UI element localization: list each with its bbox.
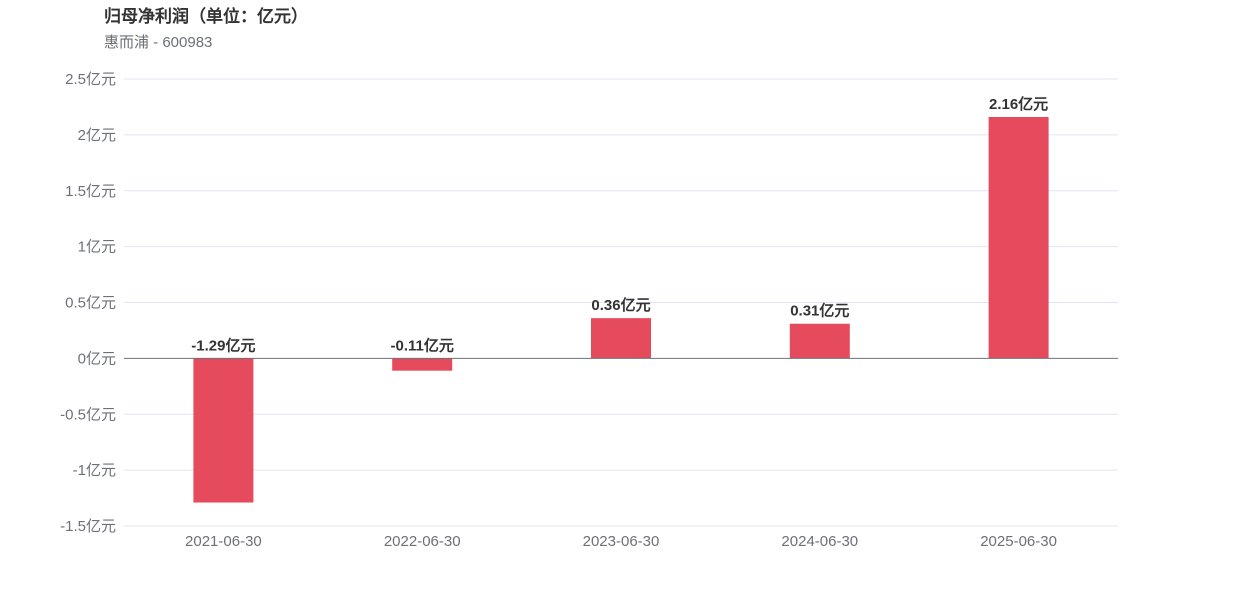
y-tick-label: -1.5亿元: [60, 518, 116, 535]
chart-title: 归母净利润（单位：亿元）: [104, 7, 308, 26]
x-tick-label: 2023-06-30: [583, 533, 660, 550]
y-tick-label: 1亿元: [78, 239, 116, 256]
y-tick-label: 0.5亿元: [65, 295, 116, 312]
y-tick-label: -1亿元: [73, 462, 116, 479]
x-tick-label: 2022-06-30: [384, 533, 461, 550]
bar-2024-06-30[interactable]: [789, 323, 850, 359]
bars: [193, 116, 1049, 503]
x-tick-label: 2021-06-30: [185, 533, 262, 550]
y-tick-labels: 2.5亿元 2亿元 1.5亿元 1亿元 0.5亿元 0亿元 -0.5亿元 -1亿元 -1.5亿元: [60, 71, 116, 535]
x-tick-labels: 2021-06-30 2022-06-30 2023-06-30 2024-06-30…: [185, 533, 1057, 550]
data-label: -0.11亿元: [391, 336, 454, 354]
data-label: 0.36亿元: [591, 296, 650, 314]
data-label: -1.29亿元: [191, 336, 255, 354]
y-tick-label: 2.5亿元: [65, 71, 116, 88]
y-tick-label: 1.5亿元: [65, 183, 116, 200]
data-label: 0.31亿元: [790, 302, 849, 320]
bar-2021-06-30[interactable]: [193, 358, 254, 503]
bar-2025-06-30[interactable]: [988, 116, 1049, 359]
y-tick-label: 2亿元: [78, 127, 116, 144]
gridlines: [124, 78, 1118, 527]
y-tick-label: 0亿元: [78, 350, 116, 367]
x-tick-label: 2025-06-30: [980, 533, 1057, 550]
x-tick-label: 2024-06-30: [781, 533, 858, 550]
data-labels: -1.29亿元 -0.11亿元 0.36亿元 0.31亿元 2.16亿元: [191, 95, 1048, 354]
bar-2023-06-30[interactable]: [591, 318, 651, 359]
bar-2022-06-30[interactable]: [392, 358, 453, 371]
y-tick-label: -0.5亿元: [60, 406, 116, 423]
data-label: 2.16亿元: [989, 95, 1048, 113]
chart-subtitle: 惠而浦 - 600983: [104, 34, 213, 51]
